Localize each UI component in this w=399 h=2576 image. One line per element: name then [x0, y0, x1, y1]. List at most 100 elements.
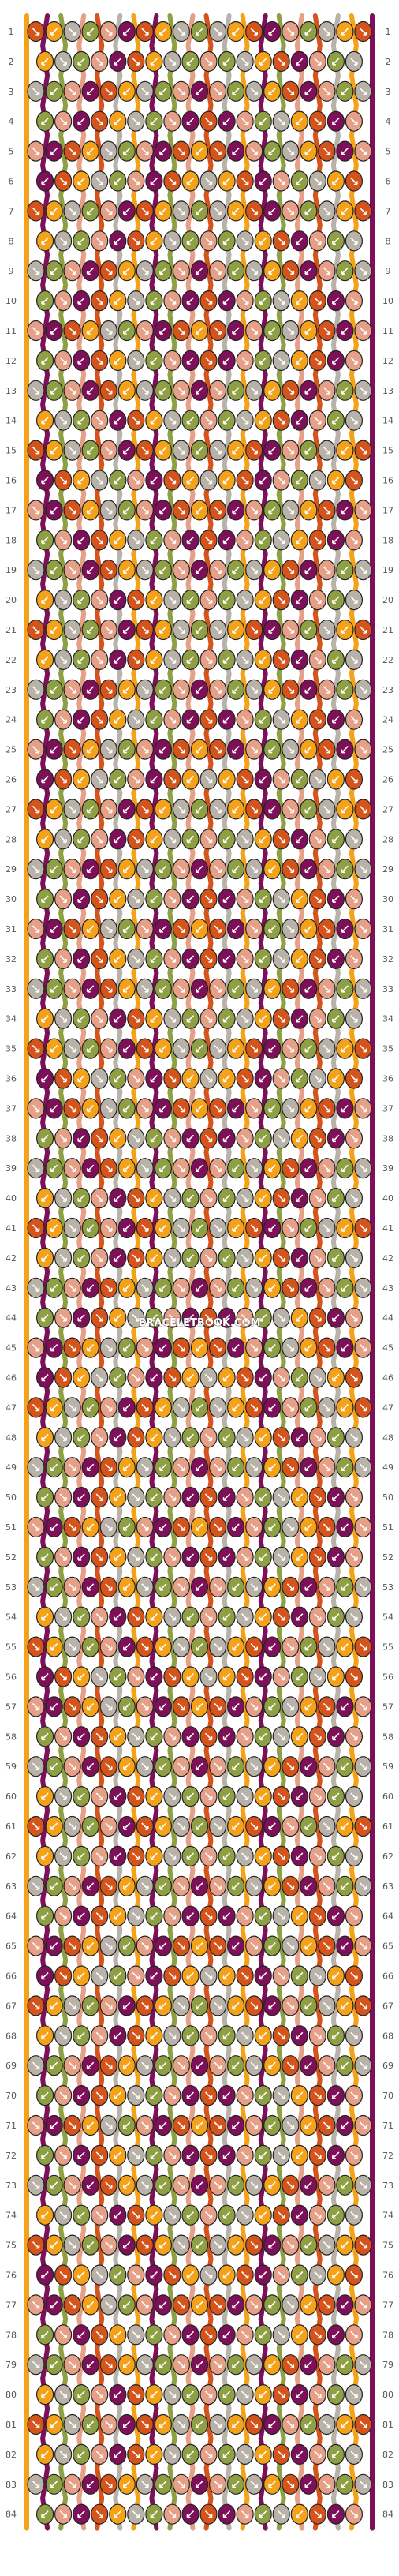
- knot: [254, 649, 272, 671]
- knot-arrow-icon: [332, 118, 340, 125]
- knot: [45, 1457, 63, 1478]
- knot: [91, 1068, 109, 1089]
- knot: [181, 1845, 200, 1866]
- knot: [218, 1666, 236, 1687]
- knot: [181, 2503, 200, 2525]
- knot: [245, 1756, 263, 1777]
- knot: [154, 80, 172, 102]
- thread-strand: [167, 13, 177, 2531]
- knot-arrow-icon: [114, 237, 121, 245]
- knot: [300, 1756, 318, 1777]
- knot: [272, 2025, 290, 2046]
- knot-arrow-icon: [41, 177, 49, 185]
- knot: [308, 1486, 326, 1508]
- knot-arrow-icon: [168, 596, 177, 604]
- knot: [136, 2174, 154, 2196]
- knot: [91, 170, 109, 192]
- knot: [245, 1277, 263, 1298]
- knot-arrow-icon: [132, 237, 140, 245]
- knot: [245, 21, 263, 43]
- knot-arrow-icon: [159, 28, 167, 36]
- knot: [35, 1965, 54, 1986]
- knot: [200, 649, 218, 671]
- knot: [163, 2144, 181, 2166]
- knot: [308, 2324, 326, 2346]
- knot: [27, 2294, 45, 2316]
- knot: [345, 1845, 363, 1866]
- row-number-right: 17: [382, 505, 393, 515]
- knot: [236, 829, 254, 850]
- knot: [227, 679, 245, 700]
- row-number-left: 70: [6, 2091, 17, 2101]
- knot: [336, 1516, 354, 1538]
- knot: [73, 1187, 91, 1209]
- knot: [236, 1367, 254, 1388]
- knot: [45, 260, 63, 282]
- row-number-right: 50: [382, 1492, 393, 1503]
- knot: [272, 2503, 290, 2525]
- knot: [245, 2294, 263, 2316]
- knot: [81, 1038, 99, 1059]
- knot: [254, 1008, 272, 1029]
- knot: [326, 1606, 345, 1627]
- knot: [254, 2443, 272, 2465]
- knot-arrow-icon: [32, 447, 40, 455]
- knot: [290, 170, 308, 192]
- knot-arrow-icon: [186, 417, 195, 425]
- row-number-left: 35: [6, 1044, 17, 1054]
- knot: [227, 2473, 245, 2495]
- knot: [63, 1636, 81, 1657]
- knot: [81, 1756, 99, 1777]
- knot: [245, 140, 263, 162]
- knot: [336, 1815, 354, 1837]
- knot: [200, 1128, 218, 1149]
- knot: [172, 1516, 190, 1538]
- row-numbers-right: 1234567891011121314151617181920212223242…: [382, 27, 393, 2520]
- knot: [63, 140, 81, 162]
- knot: [300, 1397, 318, 1418]
- knot: [73, 589, 91, 611]
- knot: [117, 1516, 136, 1538]
- knot: [190, 500, 209, 521]
- knot: [209, 1158, 227, 1179]
- knot: [263, 1875, 282, 1896]
- knot: [318, 918, 336, 940]
- knot-arrow-icon: [214, 267, 222, 275]
- knot: [63, 21, 81, 43]
- knot-arrow-icon: [278, 596, 285, 604]
- knot: [81, 21, 99, 43]
- knot: [181, 2025, 200, 2046]
- knot: [209, 799, 227, 820]
- knot: [27, 1516, 45, 1538]
- knot: [45, 2354, 63, 2376]
- knot: [35, 1905, 54, 1926]
- knot-arrow-icon: [296, 417, 304, 425]
- knot-arrow-icon: [332, 656, 340, 664]
- knot: [308, 2204, 326, 2226]
- knot: [245, 1038, 263, 1059]
- knot-arrow-icon: [196, 207, 203, 215]
- knot: [163, 1965, 181, 1986]
- knot-arrow-icon: [250, 148, 258, 155]
- knot-arrow-icon: [50, 686, 58, 694]
- knot-arrow-icon: [77, 118, 85, 125]
- knot: [263, 320, 282, 342]
- knot: [35, 1845, 54, 1866]
- knot: [290, 230, 308, 252]
- row-number-right: 59: [382, 1762, 393, 1772]
- row-number-left: 26: [6, 775, 17, 785]
- knot: [282, 1696, 300, 1717]
- knot: [45, 1277, 63, 1298]
- knot-arrow-icon: [32, 566, 40, 574]
- knot: [117, 1038, 136, 1059]
- knot-arrow-icon: [268, 566, 276, 574]
- knot: [99, 2294, 117, 2316]
- knot: [308, 530, 326, 551]
- knot: [145, 709, 163, 730]
- knot: [218, 1905, 236, 1926]
- knot: [63, 1217, 81, 1239]
- knot: [136, 320, 154, 342]
- knot-arrow-icon: [177, 207, 185, 215]
- knot-arrow-icon: [259, 297, 267, 305]
- knot-arrow-icon: [323, 566, 331, 574]
